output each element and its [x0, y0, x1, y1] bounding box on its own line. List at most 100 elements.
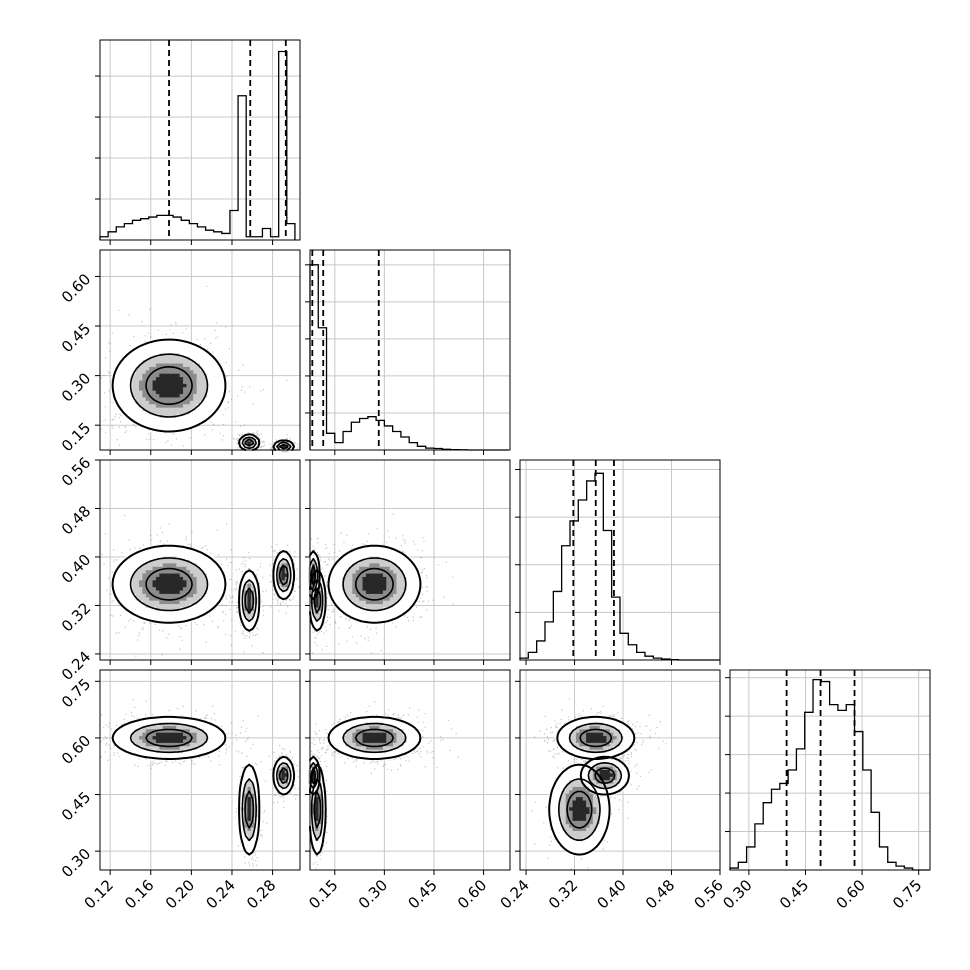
- density-cell: [596, 746, 601, 751]
- density-cell: [115, 373, 120, 378]
- density-cell: [196, 377, 201, 382]
- density-cell: [179, 414, 184, 419]
- density-cell: [125, 411, 130, 416]
- density-cell: [166, 411, 171, 416]
- density-cell: [172, 719, 177, 724]
- density-cell: [172, 373, 177, 378]
- density-cell: [599, 783, 604, 788]
- density-cell: [244, 844, 249, 849]
- density-cell: [244, 614, 249, 619]
- density-cell: [348, 590, 353, 595]
- density-cell: [149, 346, 154, 351]
- density-cell: [623, 776, 628, 781]
- density-cell: [254, 587, 259, 592]
- density-cell: [172, 736, 177, 741]
- density-cell: [179, 424, 184, 429]
- density-cell: [396, 560, 401, 564]
- density-cell: [250, 438, 255, 443]
- density-cell: [315, 831, 320, 836]
- density-cell: [135, 356, 140, 361]
- density-cell: [355, 719, 360, 724]
- density-cell: [118, 576, 123, 581]
- density-cell: [176, 566, 181, 571]
- density-cell: [132, 732, 137, 737]
- density-cell: [311, 834, 316, 839]
- density-cell: [376, 719, 381, 724]
- density-cell: [189, 732, 194, 737]
- density-cell: [152, 576, 157, 581]
- density-cell: [193, 377, 198, 382]
- density-cell: [613, 770, 618, 774]
- density-cell: [179, 566, 184, 571]
- density-cell: [200, 739, 204, 744]
- density-cell: [586, 770, 591, 774]
- density-cell: [410, 580, 414, 585]
- density-cell: [396, 746, 401, 751]
- density-cell: [200, 553, 204, 558]
- density-cell: [176, 573, 181, 578]
- density-cell: [575, 749, 580, 754]
- density-cell: [586, 837, 591, 842]
- density-cell: [179, 363, 184, 368]
- density-cell: [118, 742, 123, 747]
- density-cell: [169, 614, 174, 619]
- density-cell: [183, 732, 188, 737]
- density-cell: [138, 722, 143, 727]
- density-cell: [193, 383, 198, 388]
- density-cell: [149, 729, 154, 734]
- density-cell: [372, 736, 377, 741]
- density-cell: [206, 587, 211, 592]
- density-cell: [575, 820, 580, 825]
- density-cell: [352, 742, 357, 747]
- density-cell: [149, 370, 154, 375]
- density-cell: [562, 837, 567, 842]
- density-cell: [338, 563, 343, 568]
- density-cell: [155, 553, 160, 558]
- density-cell: [172, 549, 177, 554]
- density-cell: [162, 366, 167, 371]
- density-cell: [311, 607, 316, 612]
- density-cell: [142, 370, 147, 375]
- density-cell: [620, 770, 624, 774]
- density-cell: [589, 742, 594, 747]
- density-cell: [169, 360, 174, 365]
- density-cell: [206, 610, 211, 615]
- density-cell: [616, 786, 621, 791]
- density-cell: [172, 387, 177, 392]
- density-cell: [562, 746, 567, 751]
- density-cell: [125, 377, 130, 382]
- density-cell: [562, 814, 567, 819]
- density-cell: [206, 590, 211, 595]
- density-cell: [135, 722, 140, 727]
- panel-frame: [309, 669, 511, 871]
- density-cell: [355, 556, 360, 561]
- density-cell: [572, 729, 577, 734]
- density-cell: [244, 776, 249, 781]
- density-cell: [142, 363, 147, 368]
- density-cell: [572, 766, 577, 771]
- density-cell: [586, 810, 591, 815]
- density-cell: [189, 722, 194, 727]
- density-cell: [200, 566, 204, 571]
- density-cell: [203, 387, 208, 392]
- contour-line: [310, 767, 317, 784]
- density-cell: [166, 573, 171, 578]
- density-cell: [179, 563, 184, 568]
- density-cell: [359, 560, 364, 564]
- density-cell: [372, 746, 377, 751]
- density-cell: [406, 742, 411, 747]
- density-cell: [335, 580, 340, 585]
- density-cell: [315, 597, 320, 602]
- density-cell: [345, 576, 350, 581]
- density-cell: [203, 732, 208, 737]
- density-cell: [189, 607, 194, 612]
- density-cell: [359, 736, 364, 741]
- density-cell: [609, 776, 614, 781]
- density-cell: [145, 404, 150, 409]
- density-cell: [609, 753, 614, 758]
- density-cell: [200, 563, 204, 568]
- density-cell: [352, 590, 357, 595]
- density-cell: [606, 732, 611, 737]
- density-cell: [196, 580, 201, 585]
- density-cell: [382, 600, 387, 605]
